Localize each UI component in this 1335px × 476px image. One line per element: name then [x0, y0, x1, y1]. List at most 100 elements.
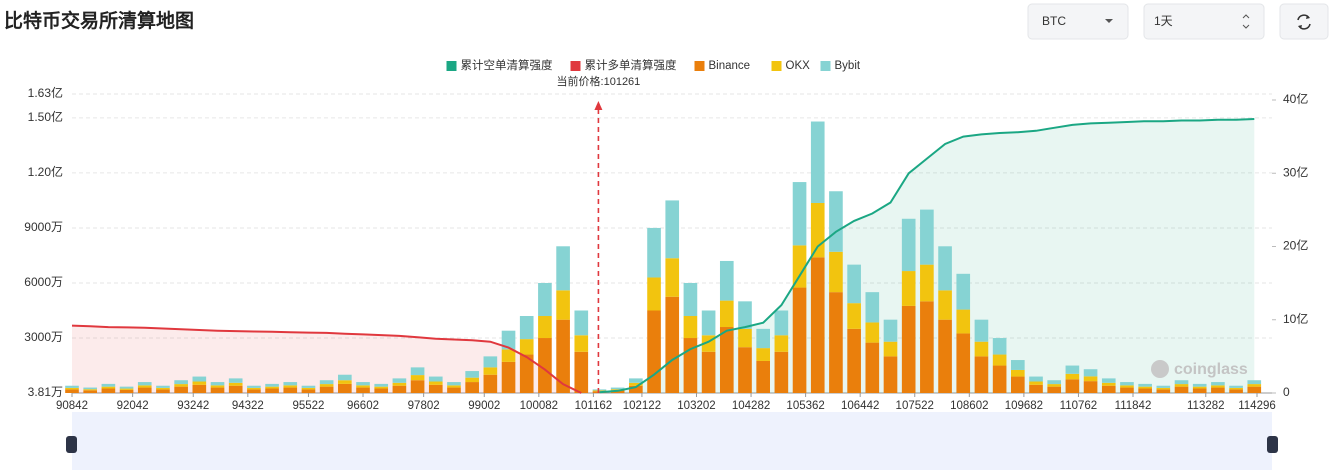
bar — [756, 348, 770, 361]
page-title: 比特币交易所清算地图 — [4, 9, 194, 32]
y2-tick-label: 20亿 — [1283, 238, 1308, 253]
bar — [247, 385, 261, 388]
bar — [410, 380, 425, 393]
bar — [829, 292, 843, 393]
bar — [538, 338, 552, 393]
select-box[interactable] — [1143, 3, 1265, 40]
refresh-button[interactable] — [1279, 3, 1329, 40]
x-tick-label: 92042 — [117, 400, 149, 412]
bar — [1138, 388, 1152, 393]
bar — [883, 356, 898, 393]
bar — [1156, 389, 1171, 393]
bar — [1029, 381, 1043, 385]
bar — [1192, 388, 1207, 393]
zoom-slider[interactable] — [72, 412, 1272, 470]
bar — [629, 378, 643, 383]
caret — [1242, 14, 1250, 29]
bar — [629, 385, 643, 393]
symbol-select[interactable]: BTC — [1027, 3, 1129, 40]
bar — [992, 354, 1007, 366]
bar — [829, 191, 843, 252]
bar — [683, 316, 698, 339]
x-tick-label: 102122 — [623, 400, 661, 412]
bar — [574, 310, 589, 336]
x-tick-label: 109682 — [1005, 400, 1043, 412]
bar — [374, 386, 389, 389]
bar — [1192, 383, 1207, 387]
legend-swatch — [694, 61, 705, 71]
y-tick-label: 6000万 — [24, 275, 63, 289]
period-select[interactable]: 1天 — [1143, 3, 1265, 40]
bar — [1192, 386, 1207, 389]
bar — [810, 257, 825, 393]
bar — [610, 387, 625, 390]
bar — [1065, 373, 1080, 380]
bar — [1229, 389, 1243, 393]
bar — [1247, 380, 1262, 385]
legend-label: 累计多单清算强度 — [585, 58, 677, 72]
bar — [1120, 382, 1134, 386]
x-tick-label: 97802 — [408, 400, 440, 412]
bar — [774, 351, 789, 393]
bar — [428, 376, 443, 382]
bar — [556, 246, 570, 291]
price-arrow — [594, 101, 603, 110]
bar — [319, 384, 334, 387]
button-box[interactable] — [1279, 3, 1329, 40]
bar — [865, 342, 880, 393]
bar — [465, 382, 479, 393]
bar — [792, 182, 807, 246]
y2-tick-label: 30亿 — [1283, 164, 1308, 179]
bar — [738, 328, 752, 348]
bar — [428, 384, 443, 393]
slider-handle[interactable] — [1267, 436, 1278, 453]
bar — [974, 319, 989, 342]
bar — [392, 378, 407, 383]
bar — [83, 387, 98, 390]
bar — [1029, 384, 1043, 393]
bar — [665, 258, 680, 297]
bar — [774, 310, 789, 336]
annotation: 当前价格:101261 — [557, 74, 641, 88]
y2-tick-label: 0 — [1283, 385, 1290, 399]
bar — [283, 385, 298, 388]
bar — [629, 382, 643, 386]
area — [72, 325, 582, 393]
bar — [119, 388, 134, 390]
bar — [665, 200, 680, 259]
bar — [210, 385, 225, 388]
bar — [610, 389, 625, 391]
bar — [283, 382, 298, 386]
bar — [1083, 369, 1098, 377]
bar — [1047, 380, 1062, 385]
bar — [883, 319, 898, 342]
bar — [447, 387, 461, 393]
bar — [1101, 385, 1116, 393]
slider-handle[interactable] — [66, 436, 77, 453]
x-tick-label: 107522 — [896, 400, 934, 412]
x-tick-label: 106442 — [841, 400, 879, 412]
bar — [1174, 380, 1189, 385]
bar — [1156, 387, 1171, 390]
bar — [756, 360, 770, 393]
x-tick-label: 114296 — [1238, 400, 1276, 412]
bar — [847, 328, 861, 393]
bar — [1229, 387, 1243, 390]
bar — [265, 388, 279, 393]
bar — [65, 385, 79, 388]
bar — [920, 301, 934, 393]
bar — [301, 387, 316, 390]
legend-swatch — [771, 61, 782, 71]
bar — [1010, 376, 1025, 393]
bar — [865, 322, 880, 343]
bar — [956, 273, 971, 310]
select-box[interactable] — [1027, 3, 1129, 40]
bar — [992, 338, 1007, 355]
bar — [956, 333, 971, 393]
bar — [938, 319, 952, 393]
x-tick-label: 94322 — [232, 400, 264, 412]
bar — [792, 245, 807, 288]
bar — [410, 375, 425, 381]
line — [71, 324, 582, 394]
bar — [174, 380, 188, 385]
